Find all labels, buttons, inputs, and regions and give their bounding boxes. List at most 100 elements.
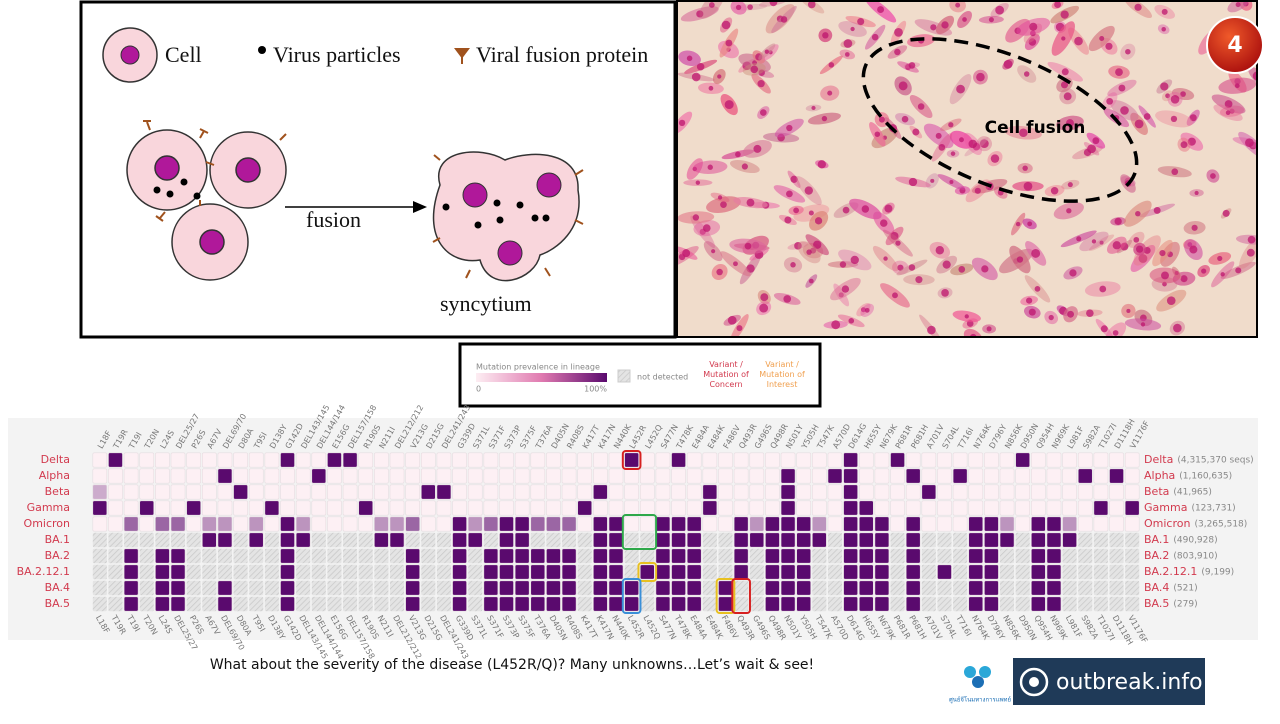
lineage-count: (123,731) bbox=[1191, 504, 1235, 514]
heat-cell bbox=[499, 516, 514, 532]
heat-cell bbox=[170, 564, 186, 580]
heat-cell bbox=[890, 468, 905, 484]
heat-cell bbox=[968, 580, 984, 596]
heat-cell bbox=[999, 500, 1015, 516]
heat-cell bbox=[342, 468, 358, 484]
heat-cell bbox=[749, 532, 765, 548]
heat-cell bbox=[890, 484, 905, 500]
photo-nucleus bbox=[1061, 36, 1066, 41]
heat-cell bbox=[937, 516, 952, 532]
lineage-label-right: BA.5 bbox=[1144, 597, 1169, 610]
heat-cell bbox=[1125, 580, 1140, 596]
heat-cell bbox=[686, 596, 702, 612]
photo-nucleus bbox=[927, 325, 936, 335]
heat-cell bbox=[733, 500, 749, 516]
heat-cell bbox=[483, 500, 499, 516]
photo-nucleus bbox=[850, 26, 855, 32]
heat-cell bbox=[561, 548, 577, 564]
heat-cell bbox=[796, 596, 812, 612]
heat-cell bbox=[389, 532, 405, 548]
heat-cell bbox=[921, 596, 936, 612]
heat-cell bbox=[1109, 468, 1124, 484]
heat-cell bbox=[233, 452, 248, 468]
heat-cell bbox=[890, 500, 905, 516]
heat-cell bbox=[358, 500, 374, 516]
heat-cell bbox=[718, 580, 733, 596]
heat-cell bbox=[358, 580, 373, 596]
heat-cell bbox=[702, 564, 717, 580]
photo-nucleus bbox=[857, 18, 865, 26]
photo-nucleus bbox=[1060, 81, 1069, 89]
heat-cell bbox=[593, 468, 608, 484]
lineage-label-right: BA.2 bbox=[1144, 549, 1169, 562]
heat-cell bbox=[796, 468, 812, 484]
photo-nucleus bbox=[822, 32, 829, 39]
photo-nucleus bbox=[1050, 186, 1059, 195]
heat-cell bbox=[546, 500, 561, 516]
photo-nucleus bbox=[841, 285, 850, 293]
heat-cell bbox=[1015, 468, 1031, 484]
heat-cell bbox=[170, 452, 186, 468]
heat-cell bbox=[374, 452, 389, 468]
heat-cell bbox=[358, 516, 374, 532]
photo-nucleus bbox=[1246, 248, 1255, 257]
heat-cell bbox=[1015, 500, 1031, 516]
heat-cell bbox=[296, 580, 311, 596]
heat-cell bbox=[608, 596, 624, 612]
photo-nucleus bbox=[968, 139, 978, 149]
heat-cell bbox=[327, 548, 342, 564]
heat-cell bbox=[874, 564, 890, 580]
heat-cell bbox=[624, 596, 639, 612]
heat-cell bbox=[249, 564, 264, 580]
photo-nucleus bbox=[696, 62, 705, 71]
heat-cell bbox=[1046, 564, 1062, 580]
photo-nucleus bbox=[716, 268, 723, 276]
heat-cell bbox=[984, 580, 999, 596]
heat-cell bbox=[1078, 532, 1093, 548]
heat-cell bbox=[468, 548, 483, 564]
heat-cell bbox=[905, 564, 921, 580]
heat-cell bbox=[217, 564, 232, 580]
heat-cell bbox=[686, 532, 702, 548]
heat-cell bbox=[514, 452, 530, 468]
heat-cell bbox=[264, 532, 279, 548]
photo-nucleus bbox=[1087, 144, 1096, 154]
heat-cell bbox=[577, 564, 592, 580]
heat-cell bbox=[452, 468, 467, 484]
heat-cell bbox=[624, 564, 639, 580]
heat-cell bbox=[827, 596, 843, 612]
heat-cell bbox=[546, 468, 561, 484]
heat-cell bbox=[217, 500, 233, 516]
heat-cell bbox=[264, 580, 279, 596]
heat-cell bbox=[139, 548, 154, 564]
heat-cell bbox=[374, 484, 389, 500]
legend-title: Mutation prevalence in lineage bbox=[476, 363, 600, 372]
lineage-label-right: BA.1 bbox=[1144, 533, 1169, 546]
photo-nucleus bbox=[892, 292, 898, 299]
photo-nucleus bbox=[1159, 249, 1166, 257]
photo-nucleus bbox=[1170, 115, 1178, 123]
heat-cell bbox=[217, 532, 233, 548]
photo-nucleus bbox=[721, 20, 731, 30]
heat-cell bbox=[311, 452, 327, 468]
heat-cell bbox=[530, 500, 546, 516]
heat-cell bbox=[280, 468, 295, 484]
heat-cell bbox=[436, 500, 452, 516]
photo-nucleus bbox=[1160, 82, 1169, 91]
heat-cell bbox=[561, 500, 577, 516]
heat-cell bbox=[749, 500, 765, 516]
heat-cell bbox=[499, 484, 514, 500]
heat-cell bbox=[937, 468, 952, 484]
heat-cell bbox=[343, 532, 358, 548]
heat-cell bbox=[921, 564, 936, 580]
heat-cell bbox=[327, 564, 342, 580]
heat-cell bbox=[358, 484, 374, 500]
heat-cell bbox=[92, 500, 108, 516]
heat-cell bbox=[608, 484, 624, 500]
heat-cell bbox=[264, 500, 280, 516]
heat-cell bbox=[405, 500, 420, 516]
photo-nucleus bbox=[1138, 254, 1148, 263]
heat-cell bbox=[874, 516, 890, 532]
lineage-count: (1,160,635) bbox=[1179, 472, 1232, 482]
heat-cell bbox=[108, 596, 123, 612]
